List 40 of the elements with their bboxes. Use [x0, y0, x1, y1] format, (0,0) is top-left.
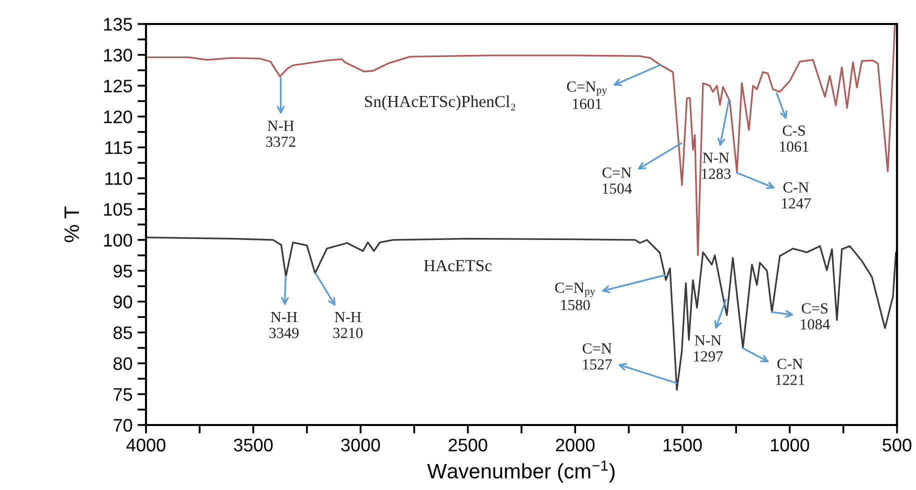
y-axis-title: % T [64, 206, 80, 242]
y-tick-label: 75 [114, 388, 132, 401]
annotation: C-N 1221 [776, 358, 804, 385]
y-tick-label: 70 [114, 418, 132, 432]
x-tick-label: 4000 [126, 438, 166, 452]
annotation: C=N 1527 [582, 343, 612, 370]
series-label: Sn(HAcETSc)PhenCl₂ [365, 95, 516, 111]
x-tick-label: 2000 [556, 438, 595, 452]
annotation: C-N 1247 [782, 182, 811, 208]
y-tick-label: 105 [104, 203, 132, 216]
y-tick-label: 80 [114, 357, 132, 370]
y-tick-label: 110 [105, 172, 132, 185]
y-tick-label: 85 [114, 326, 132, 340]
x-tick-label: 1500 [664, 438, 702, 452]
y-tick-label: 135 [104, 18, 132, 31]
annotation: C=N$_{py}$ 1580 [555, 282, 596, 310]
annotation: C-S 1061 [780, 126, 808, 152]
y-tick-label: 125 [104, 80, 132, 92]
x-tick-label: 500 [882, 438, 912, 452]
x-tick-label: 3500 [234, 438, 273, 452]
annotation: C=N 1504 [602, 168, 632, 194]
series-label: HAcETSc [424, 260, 492, 272]
y-tick-label: 115 [105, 142, 132, 154]
x-tick-label: 2500 [448, 438, 488, 452]
annotation: N-H 3349 [269, 312, 299, 338]
annotation: N-H 3372 [266, 120, 296, 147]
y-tick-label: 120 [104, 110, 132, 124]
annotation: C=S 1084 [800, 303, 830, 330]
y-tick-label: 95 [114, 264, 132, 278]
annotation: C=N$_{py}$ 1601 [567, 81, 608, 110]
x-tick-label: 3000 [341, 438, 380, 452]
x-axis-title: Wavenumber (cm$^{−1}$) [427, 460, 615, 483]
x-tick-label: 1000 [771, 438, 810, 452]
y-tick-label: 130 [104, 48, 132, 62]
line-series [146, 236, 897, 391]
annotation: N-H 3210 [333, 312, 363, 338]
annotation: N-N 1283 [702, 152, 731, 179]
y-tick-label: 100 [104, 234, 132, 247]
annotation: N-N 1297 [694, 335, 723, 362]
y-tick-label: 90 [114, 296, 132, 308]
